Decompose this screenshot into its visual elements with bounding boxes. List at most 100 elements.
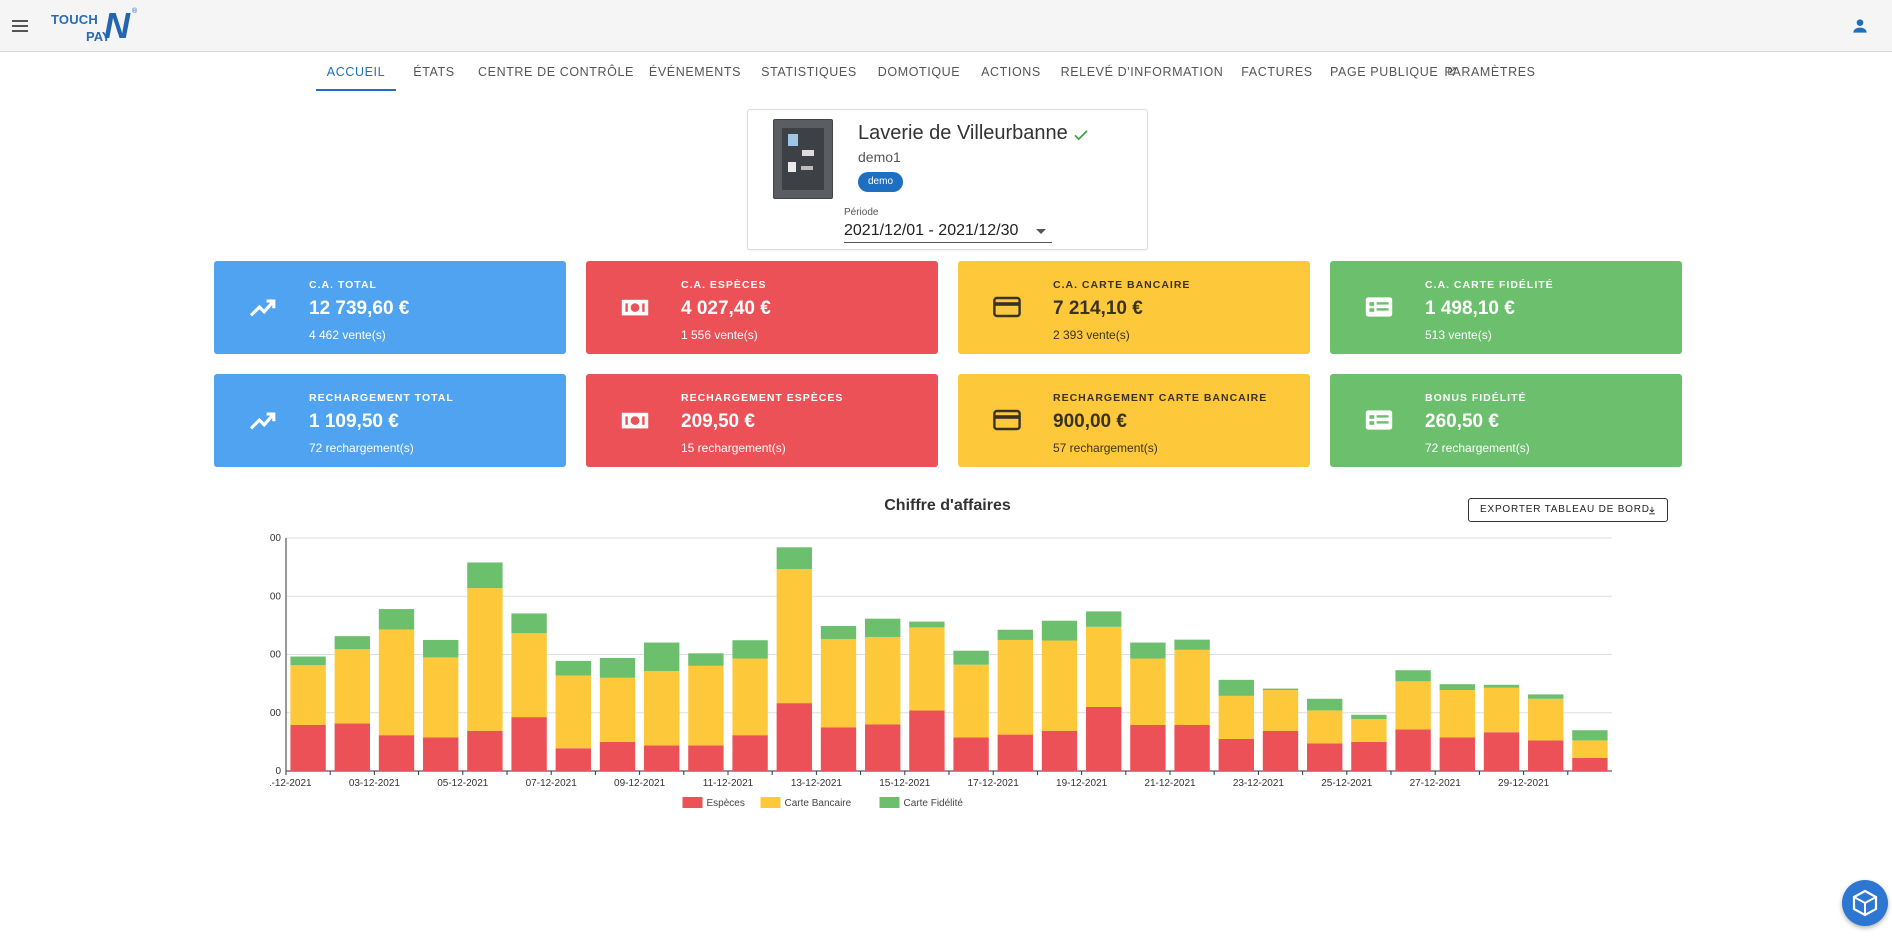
stat-label: C.A. CARTE FIDÉLITÉ	[1425, 279, 1554, 291]
bar-carte-bancaire-20	[1130, 658, 1166, 725]
bar-esp-ces-18	[1041, 730, 1078, 771]
y-tick-label: 0	[275, 766, 281, 777]
bar-carte-fid-lit--7	[555, 660, 591, 676]
tab-releve-d-information[interactable]: RELEVÉ D'INFORMATION	[1060, 65, 1224, 79]
bar-esp-ces-20	[1130, 724, 1166, 771]
stat-card-1: C.A. ESPÈCES 4 027,40 € 1 556 vente(s)	[586, 261, 938, 354]
tab-statistiques[interactable]: STATISTIQUES	[761, 65, 857, 79]
stat-label: C.A. TOTAL	[309, 279, 377, 291]
bar-carte-fid-lit--15	[909, 621, 945, 628]
x-tick-label: 29-12-2021	[1498, 778, 1550, 789]
tab-parametres[interactable]: PARAMÈTRES	[1444, 65, 1536, 79]
bar-carte-fid-lit--23	[1262, 688, 1299, 691]
touchnpay-logo[interactable]: TOUCH PAY N ®	[48, 5, 138, 46]
bar-carte-bancaire-6	[511, 633, 547, 718]
bar-carte-bancaire-16	[953, 664, 989, 738]
tab-factures[interactable]: FACTURES	[1241, 65, 1313, 79]
bar-esp-ces-22	[1218, 738, 1254, 771]
tab-etats[interactable]: ÉTATS	[413, 65, 455, 79]
cash-icon	[620, 295, 650, 319]
bar-carte-bancaire-15	[909, 627, 945, 711]
loyalty-card-icon	[1364, 295, 1394, 319]
site-card: Laverie de Villeurbanne demo1 demo Pério…	[747, 109, 1148, 250]
x-tick-label: 05-12-2021	[437, 778, 489, 789]
bar-carte-bancaire-28	[1483, 687, 1520, 733]
stat-label: RECHARGEMENT CARTE BANCAIRE	[1053, 392, 1268, 404]
stat-label: RECHARGEMENT ESPÈCES	[681, 392, 844, 404]
bar-carte-fid-lit--29	[1528, 694, 1564, 699]
export-dashboard-label: EXPORTER TABLEAU DE BORD	[1480, 504, 1650, 515]
tab-accueil[interactable]: ACCUEIL	[326, 65, 386, 79]
bar-carte-bancaire-22	[1218, 695, 1254, 739]
bar-carte-bancaire-5	[467, 588, 503, 731]
x-tick-label: 13-12-2021	[791, 778, 843, 789]
stat-value: 7 214,10 €	[1053, 298, 1143, 319]
bar-esp-ces-7	[555, 748, 591, 771]
hamburger-menu-icon[interactable]	[8, 13, 34, 39]
bar-carte-fid-lit--27	[1439, 684, 1475, 691]
x-tick-label: 25-12-2021	[1321, 778, 1373, 789]
top-app-bar: TOUCH PAY N ®	[0, 0, 1892, 52]
tab-centre-de-controle[interactable]: CENTRE DE CONTRÔLE	[478, 65, 634, 79]
tab-domotique[interactable]: DOMOTIQUE	[877, 65, 961, 79]
site-name: Laverie de Villeurbanne	[858, 122, 1068, 144]
bar-esp-ces-9	[644, 745, 680, 771]
credit-card-icon	[992, 408, 1022, 432]
bar-esp-ces-17	[997, 734, 1033, 771]
stat-value: 1 498,10 €	[1425, 298, 1515, 319]
logo-text-touch: TOUCH	[51, 12, 98, 27]
bar-carte-bancaire-9	[644, 671, 680, 746]
bar-carte-bancaire-30	[1572, 740, 1608, 758]
bar-carte-fid-lit--28	[1483, 684, 1520, 688]
chevron-down-icon	[1036, 229, 1046, 234]
bar-carte-bancaire-23	[1262, 690, 1299, 731]
bar-carte-fid-lit--26	[1395, 670, 1431, 682]
bar-carte-bancaire-2	[334, 649, 370, 724]
stat-sub: 72 rechargement(s)	[309, 441, 414, 455]
trending-up-icon	[248, 408, 278, 432]
payment-terminal-image	[773, 119, 833, 199]
stat-card-7: BONUS FIDÉLITÉ 260,50 € 72 rechargement(s)	[1330, 374, 1682, 467]
stat-card-2: C.A. CARTE BANCAIRE 7 214,10 € 2 393 vente…	[958, 261, 1310, 354]
bar-carte-bancaire-18	[1041, 640, 1078, 731]
tab-actions[interactable]: ACTIONS	[981, 65, 1041, 79]
loyalty-card-icon	[1364, 408, 1394, 432]
stat-card-6: RECHARGEMENT CARTE BANCAIRE 900,00 € 57 re…	[958, 374, 1310, 467]
bar-carte-fid-lit--12	[776, 547, 812, 570]
bar-esp-ces-29	[1528, 740, 1564, 771]
cash-icon	[620, 408, 650, 432]
bar-esp-ces-15	[909, 710, 945, 771]
bar-esp-ces-3	[378, 735, 415, 771]
bar-esp-ces-28	[1483, 732, 1520, 771]
bar-esp-ces-12	[776, 703, 812, 771]
logo-letter-n: N	[104, 5, 130, 46]
stat-label: BONUS FIDÉLITÉ	[1425, 392, 1527, 404]
user-icon[interactable]	[1850, 16, 1870, 36]
period-select[interactable]: 2021/12/01 - 2021/12/30	[844, 220, 1052, 243]
bar-esp-ces-10	[688, 745, 724, 771]
stat-label: C.A. CARTE BANCAIRE	[1053, 279, 1191, 291]
stat-sub: 4 462 vente(s)	[309, 328, 386, 342]
bar-carte-bancaire-26	[1395, 681, 1431, 730]
bar-esp-ces-13	[820, 727, 857, 771]
bar-carte-bancaire-10	[688, 665, 724, 746]
tab-evenements[interactable]: ÉVÉNEMENTS	[648, 65, 742, 79]
bar-esp-ces-23	[1262, 730, 1299, 771]
bar-carte-fid-lit--8	[599, 657, 636, 678]
bar-esp-ces-30	[1572, 757, 1608, 771]
bar-carte-bancaire-8	[599, 677, 636, 742]
export-dashboard-button[interactable]: EXPORTER TABLEAU DE BORD	[1468, 498, 1668, 522]
x-tick-label: 07-12-2021	[526, 778, 578, 789]
x-tick-label: 11-12-2021	[703, 778, 754, 789]
bar-carte-bancaire-27	[1439, 690, 1475, 738]
bar-carte-fid-lit--9	[644, 642, 680, 672]
help-fab-button[interactable]	[1842, 880, 1888, 926]
tab-page-publique[interactable]: PAGE PUBLIQUE	[1330, 52, 1456, 92]
x-tick-label: 03-12-2021	[349, 778, 401, 789]
x-tick-label: 17-12-2021	[968, 778, 1020, 789]
period-label: Période	[844, 207, 879, 218]
active-tab-indicator	[316, 89, 396, 91]
tab-page-publique-label: PAGE PUBLIQUE	[1330, 65, 1439, 79]
stat-value: 1 109,50 €	[309, 411, 399, 432]
bar-esp-ces-21	[1174, 724, 1210, 771]
